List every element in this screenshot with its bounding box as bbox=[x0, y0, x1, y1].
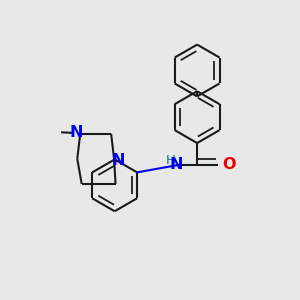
Text: N: N bbox=[69, 125, 83, 140]
Text: N: N bbox=[111, 153, 125, 168]
Text: O: O bbox=[222, 157, 236, 172]
Text: H: H bbox=[166, 154, 176, 166]
Text: N: N bbox=[169, 157, 183, 172]
